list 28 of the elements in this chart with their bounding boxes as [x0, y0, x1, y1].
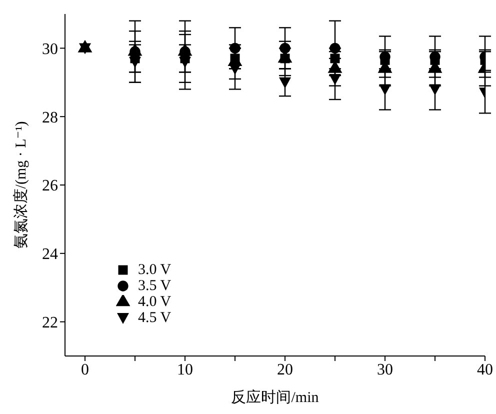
point — [429, 84, 441, 96]
point — [129, 56, 141, 68]
point — [279, 77, 291, 88]
point — [179, 56, 191, 68]
x-tick-label: 10 — [177, 361, 193, 378]
x-tick-label: 40 — [477, 361, 493, 378]
legend-label: 3.0 V — [138, 262, 172, 278]
point — [229, 64, 241, 75]
x-tick-label: 30 — [377, 361, 393, 378]
y-tick-label: 26 — [42, 178, 58, 195]
point — [330, 42, 340, 54]
y-tick-label: 22 — [42, 314, 58, 332]
y-tick-label: 24 — [42, 246, 58, 264]
y-tick-label: 30 — [42, 40, 58, 58]
point — [379, 84, 391, 96]
point — [79, 43, 91, 54]
legend-label: 4.5 V — [138, 310, 172, 326]
legend-label: 3.5 V — [138, 278, 172, 294]
y-axis-title: 氨氮浓度/(mg · L⁻¹) — [12, 121, 30, 249]
x-tick-label: 0 — [81, 361, 89, 378]
y-tick-label: 28 — [42, 109, 58, 126]
point — [329, 74, 341, 85]
point — [280, 42, 290, 54]
legend-label: 4.0 V — [138, 294, 172, 310]
point — [230, 42, 240, 54]
point — [330, 54, 340, 64]
x-axis-title: 反应时间/min — [231, 389, 320, 406]
x-tick-label: 20 — [277, 361, 293, 378]
